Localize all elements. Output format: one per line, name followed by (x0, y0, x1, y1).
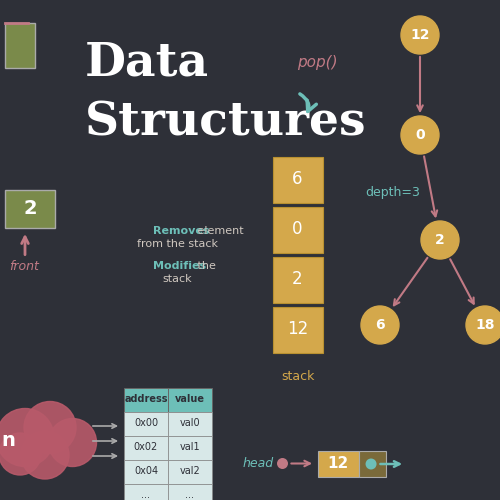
Text: Removes: Removes (152, 226, 209, 236)
FancyBboxPatch shape (272, 206, 322, 252)
FancyBboxPatch shape (168, 484, 212, 500)
Text: 6: 6 (292, 170, 303, 188)
FancyArrowPatch shape (93, 424, 116, 428)
Circle shape (466, 306, 500, 344)
Text: from the stack: from the stack (137, 239, 218, 249)
Text: 12: 12 (328, 456, 348, 471)
FancyBboxPatch shape (5, 22, 35, 68)
Text: val0: val0 (180, 418, 201, 428)
Circle shape (48, 418, 96, 467)
Text: Data: Data (85, 40, 209, 86)
Text: 12: 12 (410, 28, 430, 42)
FancyArrowPatch shape (292, 460, 310, 466)
Text: head: head (243, 457, 274, 470)
FancyBboxPatch shape (124, 412, 168, 436)
FancyArrowPatch shape (424, 156, 437, 216)
Text: ...: ... (142, 490, 150, 500)
FancyArrowPatch shape (22, 237, 29, 254)
Text: Structures: Structures (85, 100, 366, 146)
Text: 2: 2 (23, 199, 37, 218)
Circle shape (277, 458, 288, 469)
FancyBboxPatch shape (5, 190, 55, 228)
FancyArrowPatch shape (300, 94, 316, 112)
FancyBboxPatch shape (124, 460, 168, 483)
Text: 0x00: 0x00 (134, 418, 158, 428)
Text: val2: val2 (180, 466, 201, 476)
Text: 0: 0 (415, 128, 425, 142)
Circle shape (421, 221, 459, 259)
Text: 6: 6 (375, 318, 385, 332)
FancyBboxPatch shape (272, 306, 322, 352)
Text: front: front (9, 260, 39, 272)
Text: value: value (175, 394, 205, 404)
Text: stack: stack (162, 274, 192, 284)
Text: stack: stack (281, 370, 314, 382)
Text: 0: 0 (292, 220, 303, 238)
Text: 2: 2 (292, 270, 303, 288)
Circle shape (401, 16, 439, 54)
FancyBboxPatch shape (124, 484, 168, 500)
Text: n: n (1, 432, 15, 450)
Text: 18: 18 (475, 318, 495, 332)
Text: pop(): pop() (298, 55, 338, 70)
FancyBboxPatch shape (272, 256, 322, 302)
Text: address: address (124, 394, 168, 404)
Text: 12: 12 (287, 320, 308, 338)
Text: depth=3: depth=3 (365, 186, 420, 199)
FancyArrowPatch shape (93, 454, 116, 458)
Circle shape (0, 433, 41, 475)
FancyArrowPatch shape (394, 258, 428, 306)
Circle shape (0, 408, 54, 467)
FancyArrowPatch shape (380, 461, 400, 467)
Circle shape (401, 116, 439, 154)
Text: element: element (194, 226, 244, 236)
FancyArrowPatch shape (93, 439, 116, 443)
FancyBboxPatch shape (168, 436, 212, 460)
FancyArrowPatch shape (417, 57, 423, 111)
Text: 0x04: 0x04 (134, 466, 158, 476)
FancyBboxPatch shape (168, 388, 212, 411)
Circle shape (366, 458, 376, 469)
FancyBboxPatch shape (124, 436, 168, 460)
Text: val1: val1 (180, 442, 201, 452)
FancyBboxPatch shape (168, 412, 212, 436)
Text: ...: ... (186, 490, 194, 500)
FancyBboxPatch shape (358, 451, 386, 477)
FancyBboxPatch shape (124, 388, 168, 411)
Text: 2: 2 (435, 233, 445, 247)
Circle shape (361, 306, 399, 344)
FancyBboxPatch shape (168, 460, 212, 483)
Text: the: the (194, 261, 216, 271)
FancyBboxPatch shape (318, 451, 358, 477)
FancyBboxPatch shape (272, 156, 322, 202)
Text: Modifies: Modifies (152, 261, 206, 271)
Circle shape (24, 402, 76, 454)
Circle shape (21, 431, 69, 479)
FancyArrowPatch shape (450, 259, 473, 304)
Text: 0x02: 0x02 (134, 442, 158, 452)
